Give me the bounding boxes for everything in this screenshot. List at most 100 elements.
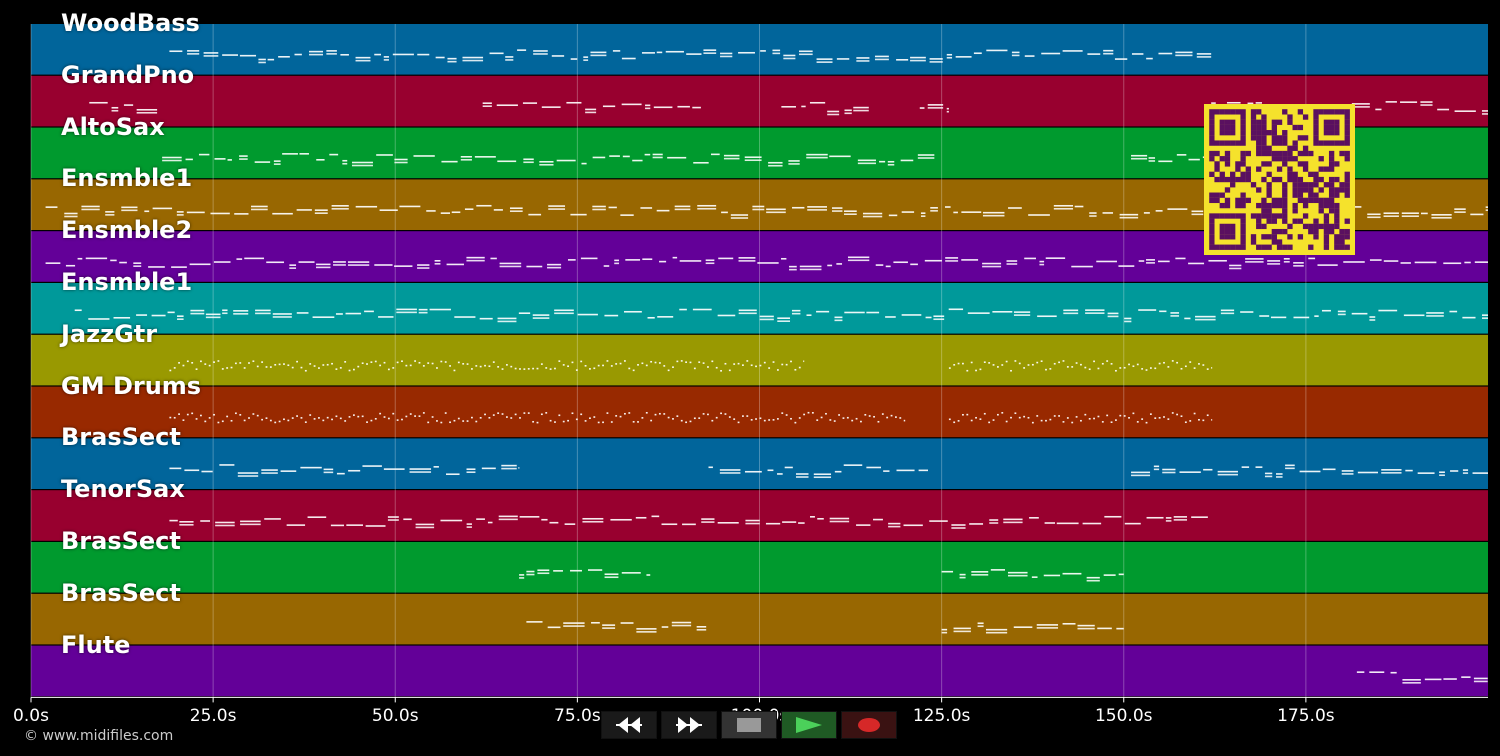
note-mark — [329, 153, 339, 156]
note-mark — [887, 160, 895, 163]
note-mark — [169, 519, 178, 522]
note-mark — [269, 366, 272, 368]
note-mark — [186, 360, 189, 363]
note-mark — [563, 622, 585, 624]
note-mark — [647, 316, 655, 319]
note-mark — [636, 631, 657, 633]
note-mark — [189, 263, 211, 266]
note-mark — [203, 55, 219, 57]
note-mark — [1103, 574, 1116, 576]
note-mark — [1417, 472, 1435, 474]
note-mark — [1131, 474, 1151, 477]
note-mark — [499, 265, 522, 268]
note-mark — [1136, 421, 1139, 423]
note-mark — [1005, 420, 1008, 423]
note-mark — [1426, 312, 1444, 314]
note-mark — [267, 58, 275, 61]
note-mark — [686, 53, 702, 55]
note-mark — [1481, 317, 1488, 319]
note-mark — [1153, 465, 1160, 468]
note-mark — [1188, 158, 1200, 161]
note-mark — [795, 476, 809, 478]
note-mark — [518, 312, 531, 315]
rewind-button[interactable] — [601, 711, 657, 739]
note-mark — [798, 522, 805, 524]
note-mark — [527, 368, 530, 370]
note-mark — [1405, 469, 1413, 472]
note-mark — [717, 314, 736, 317]
note-mark — [205, 316, 221, 319]
note-mark — [988, 362, 991, 364]
note-mark — [1165, 517, 1172, 519]
note-mark — [289, 267, 297, 269]
note-mark — [554, 367, 556, 370]
note-mark — [133, 262, 142, 264]
play-button[interactable] — [781, 711, 837, 739]
note-mark — [941, 631, 948, 634]
note-mark — [476, 518, 485, 520]
note-mark — [829, 520, 850, 523]
note-mark — [1071, 265, 1093, 268]
note-mark — [1293, 265, 1304, 267]
note-mark — [65, 264, 76, 267]
note-mark — [772, 361, 775, 363]
note-mark — [352, 368, 355, 371]
note-mark — [1175, 54, 1193, 57]
note-mark — [676, 360, 679, 363]
note-mark — [623, 412, 626, 415]
note-mark — [256, 414, 259, 417]
tick-label: 25.0s — [189, 706, 237, 726]
note-mark — [1171, 360, 1174, 362]
note-mark — [1369, 671, 1385, 673]
stop-button[interactable] — [721, 711, 777, 739]
note-mark — [178, 362, 180, 364]
note-mark — [195, 368, 198, 370]
note-mark — [696, 628, 707, 631]
note-mark — [961, 211, 982, 213]
note-mark — [304, 421, 307, 423]
note-mark — [1184, 365, 1187, 368]
note-mark — [234, 362, 237, 365]
note-mark — [214, 158, 226, 160]
track-label-7: JazzGtr — [61, 319, 158, 348]
track-lane-13 — [31, 645, 1488, 697]
note-mark — [1217, 470, 1238, 473]
note-mark — [693, 417, 696, 420]
note-mark — [597, 421, 600, 424]
note-mark — [1191, 516, 1208, 518]
note-mark — [1158, 160, 1173, 163]
note-mark — [540, 363, 543, 365]
note-mark — [205, 313, 221, 316]
note-mark — [1322, 468, 1336, 471]
note-mark — [136, 111, 158, 114]
note-mark — [322, 364, 325, 366]
note-mark — [857, 159, 876, 162]
note-mark — [283, 418, 285, 421]
note-mark — [592, 205, 606, 208]
note-mark — [829, 517, 850, 520]
note-mark — [676, 415, 679, 417]
note-mark — [226, 415, 229, 418]
note-mark — [1132, 412, 1135, 415]
note-mark — [650, 419, 653, 422]
record-button[interactable] — [841, 711, 897, 739]
note-mark — [1383, 212, 1399, 215]
note-mark — [355, 56, 371, 59]
note-mark — [680, 419, 683, 422]
note-mark — [1473, 677, 1488, 680]
note-mark — [1267, 263, 1281, 265]
note-mark — [1211, 419, 1213, 421]
note-mark — [606, 412, 609, 414]
note-mark — [790, 417, 792, 420]
note-mark — [645, 104, 651, 107]
qr-code-icon[interactable] — [1204, 104, 1355, 255]
note-mark — [313, 365, 316, 367]
fast-forward-button[interactable] — [661, 711, 717, 739]
note-mark — [790, 360, 792, 363]
note-mark — [783, 57, 796, 60]
note-mark — [1145, 421, 1148, 424]
note-mark — [791, 312, 801, 315]
note-mark — [842, 417, 845, 419]
note-mark — [983, 412, 986, 415]
note-mark — [505, 56, 514, 58]
